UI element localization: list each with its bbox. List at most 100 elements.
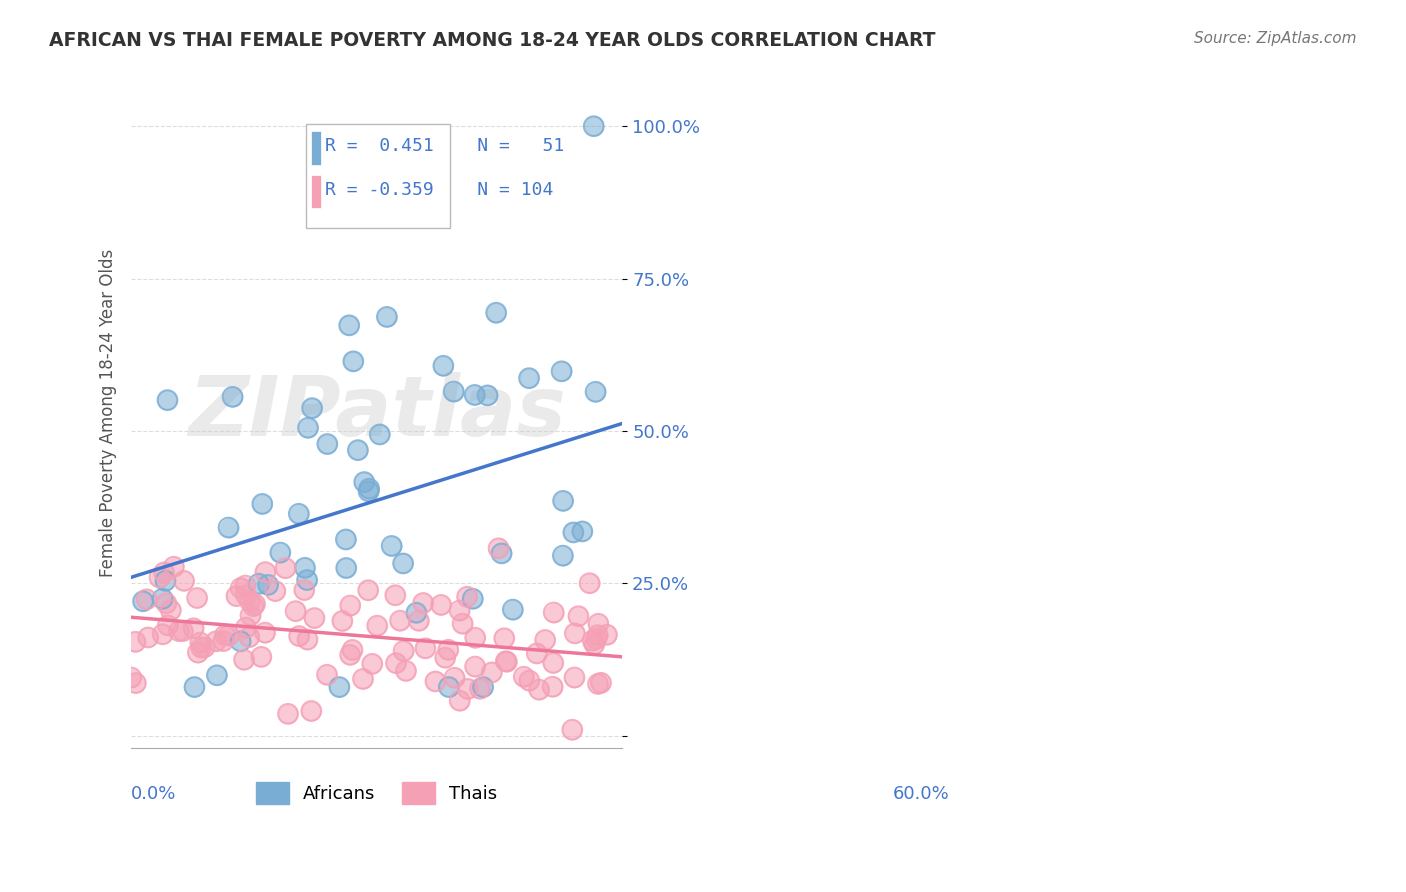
Point [135,592,157,607]
Point [468,681,491,696]
Point [253,625,276,640]
Point [124,635,146,649]
Point [585,632,607,646]
Point [534,632,557,647]
Point [375,310,398,324]
Point [187,646,209,660]
Point [526,647,548,661]
Point [214,628,236,642]
Point [464,659,486,673]
Point [564,671,586,685]
Point [155,596,177,610]
Point [190,640,212,655]
Point [495,655,517,669]
Point [297,421,319,435]
Point [389,614,412,628]
Point [277,706,299,721]
Point [239,594,262,608]
Point [562,525,585,540]
Point [125,676,148,690]
Point [190,640,212,655]
Point [434,650,457,665]
Point [495,654,517,668]
Point [167,624,190,638]
Point [288,507,311,521]
Point [330,614,353,628]
Point [155,596,177,610]
Point [292,582,315,597]
Point [152,591,174,606]
Point [488,541,510,556]
Point [357,583,380,598]
Point [156,393,179,408]
Point [247,576,270,591]
Point [389,614,412,628]
Point [274,561,297,575]
Point [464,388,486,402]
Point [339,648,361,662]
Point [135,592,157,607]
Point [342,354,364,368]
Point [562,525,585,540]
Point [477,388,499,402]
Point [152,627,174,641]
Point [430,598,453,612]
Point [229,581,252,595]
Point [583,637,606,651]
Point [335,561,357,575]
Point [456,590,478,604]
Point [488,541,510,556]
Point [269,545,291,559]
Point [152,627,174,641]
Point [254,565,277,579]
Point [543,606,565,620]
Point [527,682,550,697]
Point [392,644,415,658]
Point [352,672,374,686]
Point [502,602,524,616]
Point [541,680,564,694]
Point [353,475,375,489]
Point [361,657,384,671]
Point [472,680,495,694]
Point [328,680,350,694]
Point [252,497,274,511]
Point [239,594,262,608]
Point [541,656,564,670]
Point [449,693,471,707]
Point [425,674,447,689]
Point [586,677,609,691]
Point [437,642,460,657]
FancyBboxPatch shape [311,175,322,208]
Point [368,427,391,442]
Point [120,671,142,685]
Point [299,704,322,718]
Point [301,401,323,416]
Text: Source: ZipAtlas.com: Source: ZipAtlas.com [1194,31,1357,46]
Point [564,626,586,640]
Point [432,359,454,373]
Point [173,574,195,588]
Point [408,614,430,628]
Point [357,484,380,499]
Point [395,664,418,678]
Point [585,384,607,399]
Point [461,591,484,606]
Point [218,520,240,534]
Point [412,596,434,610]
Point [375,310,398,324]
Point [253,625,276,640]
Point [385,656,408,670]
Point [297,632,319,647]
Point [304,611,326,625]
Point [443,384,465,399]
Point [156,618,179,632]
Point [586,628,609,642]
Point [589,675,612,690]
Point [316,667,339,681]
Point [301,401,323,416]
Point [485,306,508,320]
Point [335,533,357,547]
Point [335,561,357,575]
Point [252,497,274,511]
